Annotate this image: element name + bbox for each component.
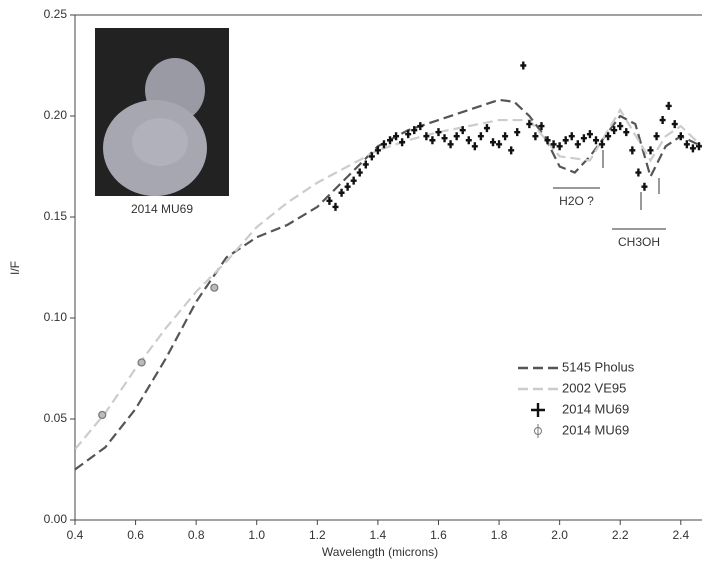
- legend-label: 2014 MU69: [562, 422, 629, 437]
- data-point: [210, 283, 219, 292]
- data-point: [635, 168, 642, 177]
- data-point: [137, 358, 146, 367]
- x-tick-label: 1.2: [309, 528, 326, 542]
- data-point: [647, 146, 654, 155]
- data-point: [556, 142, 563, 151]
- data-point: [399, 138, 406, 147]
- x-tick-label: 1.4: [370, 528, 387, 542]
- data-point: [695, 142, 702, 151]
- x-tick-label: 1.8: [491, 528, 508, 542]
- data-point: [374, 146, 381, 155]
- inset-image: [95, 28, 229, 196]
- series-line: [75, 107, 702, 451]
- data-point: [441, 134, 448, 143]
- data-point: [411, 126, 418, 135]
- y-tick-label: 0.00: [44, 512, 68, 526]
- data-point: [477, 132, 484, 141]
- x-tick-label: 0.4: [67, 528, 84, 542]
- data-point: [653, 132, 660, 141]
- data-point: [405, 130, 412, 139]
- data-point: [580, 134, 587, 143]
- x-tick-label: 1.6: [430, 528, 447, 542]
- data-point: [423, 132, 430, 141]
- data-point: [447, 140, 454, 149]
- data-point: [362, 160, 369, 169]
- data-point: [665, 101, 672, 110]
- data-point: [538, 122, 545, 131]
- data-point: [344, 182, 351, 191]
- data-point: [623, 128, 630, 137]
- data-point: [611, 126, 618, 135]
- x-tick-label: 2.4: [672, 528, 689, 542]
- data-point: [671, 120, 678, 129]
- data-point: [550, 140, 557, 149]
- x-tick-label: 2.2: [612, 528, 629, 542]
- y-tick-label: 0.05: [44, 411, 68, 425]
- data-point: [429, 136, 436, 145]
- data-point: [592, 136, 599, 145]
- data-point: [465, 136, 472, 145]
- data-point: [338, 188, 345, 197]
- inset-label: 2014 MU69: [131, 202, 193, 216]
- data-point: [605, 132, 612, 141]
- legend-label: 2002 VE95: [562, 380, 626, 395]
- y-tick-label: 0.10: [44, 310, 68, 324]
- plot-area: [75, 61, 702, 471]
- data-point: [532, 132, 539, 141]
- y-tick-label: 0.15: [44, 209, 68, 223]
- data-point: [417, 122, 424, 131]
- data-point: [387, 136, 394, 145]
- y-tick-label: 0.20: [44, 108, 68, 122]
- data-point: [526, 120, 533, 129]
- legend: 5145 Pholus 2002 VE95 2014 MU69 2014 MU69: [518, 359, 635, 438]
- x-tick-label: 0.8: [188, 528, 205, 542]
- data-point: [629, 146, 636, 155]
- data-point: [435, 128, 442, 137]
- x-axis-label: Wavelength (microns): [322, 545, 438, 559]
- data-point: [689, 144, 696, 153]
- x-tick-label: 2.0: [551, 528, 568, 542]
- x-tick-label: 0.6: [127, 528, 144, 542]
- y-tick-label: 0.25: [44, 7, 68, 21]
- data-point: [568, 132, 575, 141]
- data-point: [502, 132, 509, 141]
- data-point: [544, 136, 551, 145]
- data-point: [641, 182, 648, 191]
- data-point: [332, 202, 339, 211]
- data-point: [380, 140, 387, 149]
- data-point: [496, 140, 503, 149]
- data-point: [490, 138, 496, 147]
- data-point: [483, 124, 490, 133]
- legend-swatch: [531, 403, 545, 417]
- data-point: [471, 142, 478, 151]
- annotation: CH3OH: [618, 235, 660, 249]
- data-point: [326, 196, 333, 205]
- data-point: [393, 132, 400, 141]
- data-point: [350, 176, 357, 185]
- data-point: [459, 126, 466, 135]
- legend-label: 5145 Pholus: [562, 359, 635, 374]
- data-point: [683, 140, 690, 149]
- data-point: [356, 168, 363, 177]
- legend-label: 2014 MU69: [562, 401, 629, 416]
- data-point: [562, 136, 569, 145]
- data-point: [98, 410, 107, 420]
- annotation: H2O ?: [559, 194, 594, 208]
- x-tick-label: 1.0: [248, 528, 265, 542]
- data-point: [617, 122, 624, 131]
- data-point: [586, 130, 593, 139]
- data-point: [677, 132, 684, 141]
- data-point: [508, 146, 515, 155]
- data-point: [368, 152, 375, 161]
- y-axis-label: I/F: [8, 261, 22, 275]
- data-point: [659, 116, 666, 125]
- data-point: [574, 140, 581, 149]
- data-point: [514, 128, 521, 137]
- data-point: [520, 61, 527, 70]
- data-point: [599, 140, 606, 149]
- data-point: [453, 132, 460, 141]
